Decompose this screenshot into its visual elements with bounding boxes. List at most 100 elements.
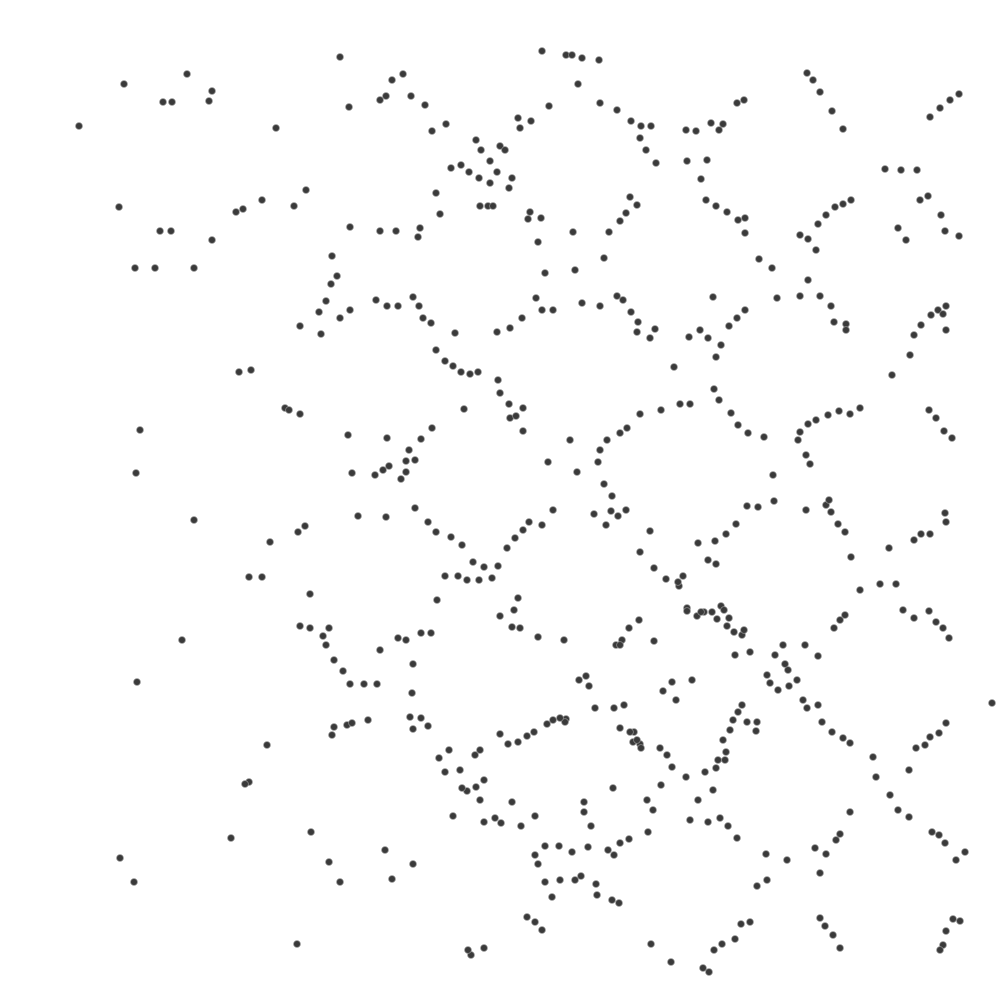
pattern-dot: [704, 334, 712, 342]
pattern-dot: [647, 122, 655, 130]
pattern-dot: [373, 680, 381, 688]
pattern-dot: [409, 725, 417, 733]
pattern-dot: [477, 146, 485, 154]
pattern-dot: [796, 231, 804, 239]
pattern-dot: [616, 429, 624, 437]
pattern-dot: [822, 211, 830, 219]
pattern-dot: [493, 328, 501, 336]
pattern-dot: [457, 161, 465, 169]
pattern-dot: [428, 127, 436, 135]
pattern-dot: [505, 400, 513, 408]
pattern-dot: [926, 113, 934, 121]
pattern-dot: [383, 434, 391, 442]
pattern-dot: [682, 126, 690, 134]
pattern-dot: [346, 680, 354, 688]
pattern-dot: [333, 272, 341, 280]
pattern-dot: [932, 414, 940, 422]
pattern-dot: [345, 103, 353, 111]
pattern-dot: [702, 196, 710, 204]
pattern-dot: [402, 457, 410, 465]
pattern-dot: [568, 848, 576, 856]
pattern-dot: [784, 666, 792, 674]
pattern-dot: [496, 612, 504, 620]
pattern-dot: [892, 580, 900, 588]
pattern-dot: [734, 216, 742, 224]
pattern-dot: [726, 726, 734, 734]
pattern-dot: [740, 626, 748, 634]
pattern-dot: [796, 292, 804, 300]
pattern-dot: [956, 917, 964, 925]
pattern-dot: [831, 203, 839, 211]
pattern-dot: [905, 766, 913, 774]
pattern-dot: [928, 828, 936, 836]
pattern-dot: [372, 296, 380, 304]
pattern-dot: [760, 433, 768, 441]
pattern-dot: [407, 92, 415, 100]
pattern-dot: [497, 819, 505, 827]
pattern-dot: [734, 708, 742, 716]
pattern-dot: [733, 314, 741, 322]
pattern-dot: [491, 814, 499, 822]
pattern-dot: [517, 822, 525, 830]
pattern-dot: [916, 196, 924, 204]
pattern-dot: [905, 813, 913, 821]
pattern-dot: [556, 714, 564, 722]
pattern-dot: [302, 186, 310, 194]
pattern-dot: [646, 527, 654, 535]
pattern-dot: [939, 624, 947, 632]
pattern-dot: [433, 596, 441, 604]
pattern-dot: [755, 255, 763, 263]
pattern-dot: [917, 321, 925, 329]
pattern-dot: [266, 538, 274, 546]
pattern-dot: [330, 723, 338, 731]
pattern-dot: [132, 469, 140, 477]
pattern-dot: [208, 236, 216, 244]
pattern-dot: [531, 918, 539, 926]
pattern-dot: [657, 406, 665, 414]
pattern-dot: [263, 741, 271, 749]
pattern-dot: [432, 189, 440, 197]
pattern-dot: [839, 200, 847, 208]
pattern-dot: [625, 835, 633, 843]
pattern-dot: [753, 882, 761, 890]
pattern-dot: [746, 918, 754, 926]
pattern-dot: [408, 689, 416, 697]
pattern-dot: [723, 622, 731, 630]
pattern-dot: [936, 104, 944, 112]
pattern-dot: [469, 558, 477, 566]
pattern-dot: [523, 913, 531, 921]
pattern-dot: [610, 704, 618, 712]
pattern-dot: [409, 293, 417, 301]
pattern-dot: [616, 641, 624, 649]
pattern-dot: [508, 798, 516, 806]
pattern-dot: [818, 718, 826, 726]
pattern-dot: [394, 634, 402, 642]
pattern-dot: [707, 119, 715, 127]
pattern-dot: [590, 510, 598, 518]
pattern-dot: [732, 520, 740, 528]
pattern-dot: [514, 594, 522, 602]
pattern-dot: [722, 530, 730, 538]
pattern-dot: [525, 518, 533, 526]
pattern-dot: [494, 376, 502, 384]
pattern-dot: [763, 876, 771, 884]
pattern-dot: [832, 836, 840, 844]
pattern-dot: [936, 946, 944, 954]
pattern-dot: [543, 720, 551, 728]
pattern-dot: [427, 629, 435, 637]
pattern-dot: [961, 848, 969, 856]
pattern-dot: [531, 812, 539, 820]
pattern-dot: [575, 676, 583, 684]
pattern-dot: [388, 76, 396, 84]
pattern-dot: [774, 686, 782, 694]
pattern-dot: [354, 512, 362, 520]
pattern-dot: [465, 168, 473, 176]
pattern-dot: [480, 818, 488, 826]
pattern-dot: [763, 671, 771, 679]
pattern-dot: [802, 451, 810, 459]
pattern-dot: [743, 502, 751, 510]
pattern-dot: [741, 229, 749, 237]
pattern-dot: [779, 641, 787, 649]
pattern-dot: [902, 236, 910, 244]
pattern-dot: [926, 733, 934, 741]
